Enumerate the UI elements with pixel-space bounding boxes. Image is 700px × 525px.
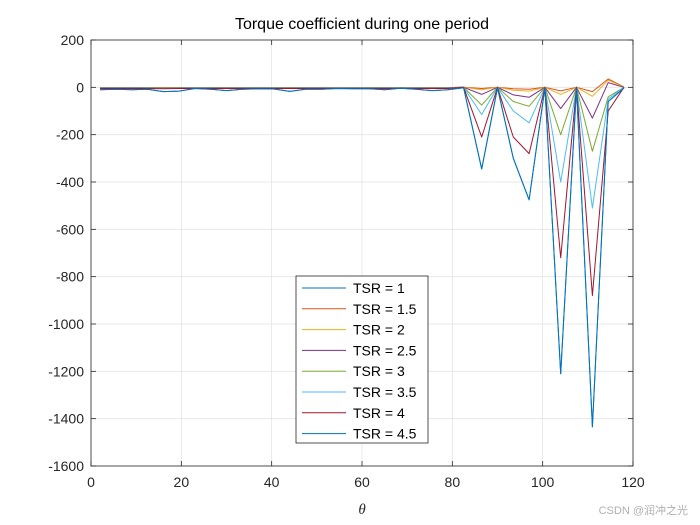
y-tick-label: -1000 (48, 316, 84, 332)
y-tick-label: -1400 (48, 411, 84, 427)
legend-box (295, 275, 429, 444)
y-tick-label: -800 (56, 269, 84, 285)
legend-label: TSR = 2 (353, 322, 405, 338)
y-tick-label: -1600 (48, 458, 84, 474)
x-tick-label: 100 (531, 474, 555, 490)
y-tick-label: 200 (61, 32, 85, 48)
watermark: CSDN @润冲之光 (599, 503, 688, 517)
legend: TSR = 1 TSR = 1.5 TSR = 2 TSR = 2.5 TSR = 3 T… (295, 275, 429, 444)
chart-title: Torque coefficient during one period (235, 16, 489, 33)
x-axis-label: θ (358, 502, 366, 518)
x-tick-label: 20 (174, 474, 190, 490)
legend-label: TSR = 3 (353, 363, 405, 379)
legend-label: TSR = 3.5 (353, 384, 417, 400)
legend-label: TSR = 4.5 (353, 426, 417, 442)
y-tick-label: 0 (76, 79, 84, 95)
y-tick-label: -600 (56, 221, 84, 237)
y-tick-label: -1200 (48, 363, 84, 379)
legend-label: TSR = 2.5 (353, 342, 417, 358)
y-tick-label: -400 (56, 174, 84, 190)
y-ticks: 200 0 -200 -400 -600 -800 -1000 -1200 -1400 -1600 (48, 32, 633, 474)
legend-label: TSR = 1.5 (353, 301, 417, 317)
x-tick-label: 60 (354, 474, 370, 490)
series-group (99, 78, 625, 428)
x-tick-label: 0 (87, 474, 95, 490)
x-ticks: 0 20 40 60 80 100 120 (87, 40, 645, 490)
legend-label: TSR = 4 (353, 405, 405, 421)
x-tick-label: 120 (621, 474, 645, 490)
x-tick-label: 40 (264, 474, 280, 490)
x-tick-label: 80 (445, 474, 461, 490)
series-line-8 (99, 87, 625, 428)
y-tick-label: -200 (56, 127, 84, 143)
legend-label: TSR = 1 (353, 280, 405, 296)
